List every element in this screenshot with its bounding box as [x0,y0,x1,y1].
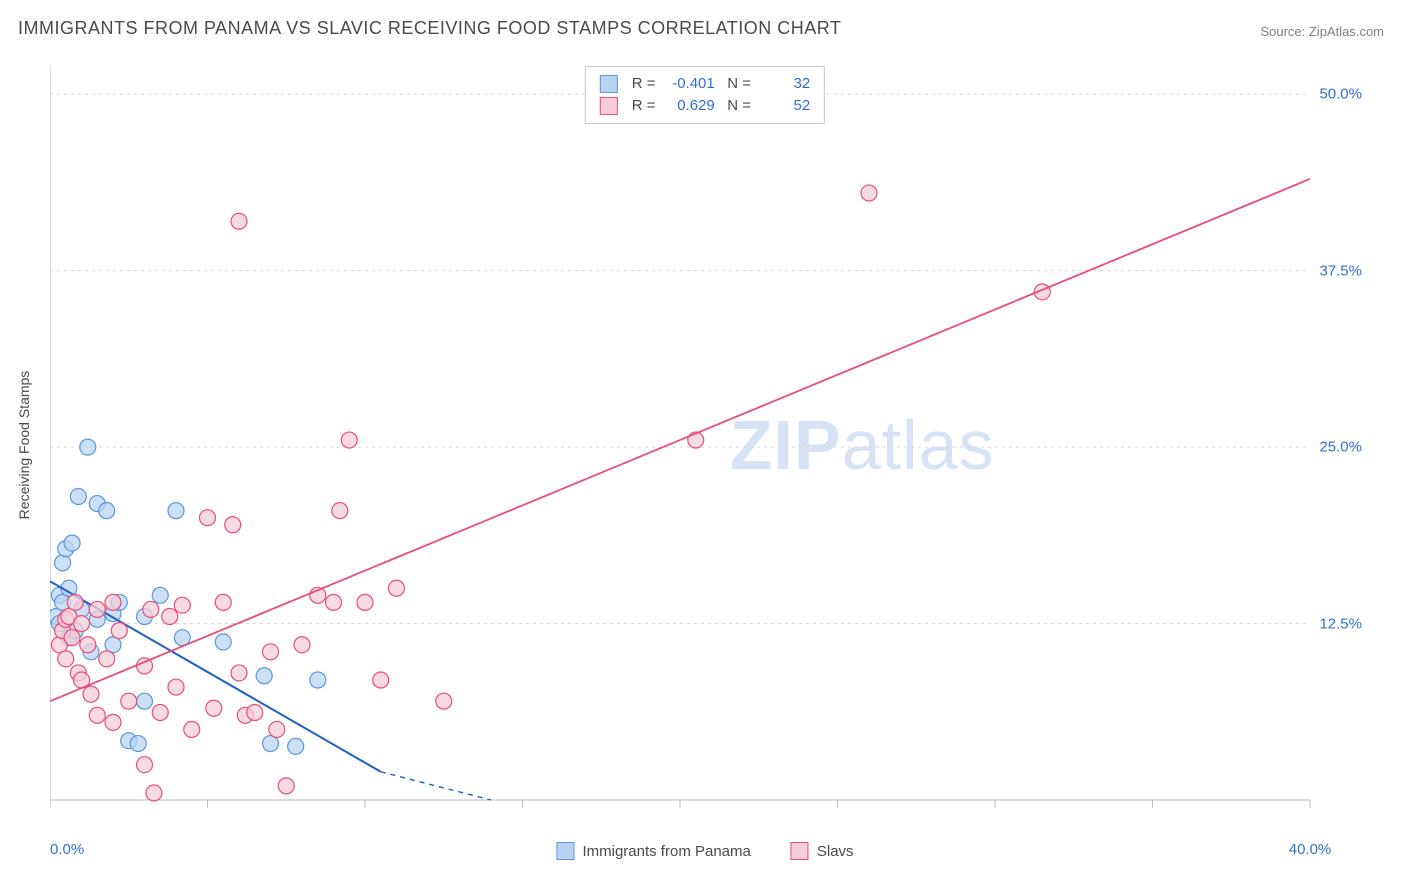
legend-swatch [600,97,618,115]
chart-area: Receiving Food Stamps ZIPatlas R = -0.40… [50,60,1360,830]
legend-row: R = 0.629 N = 52 [600,95,810,117]
legend-row: R = -0.401 N = 32 [600,73,810,95]
y-tick-label: 25.0% [1319,439,1362,456]
legend-swatch [600,75,618,93]
y-axis-label: Receiving Food Stamps [16,371,32,520]
legend-stats: R = 0.629 N = 52 [632,95,810,117]
y-tick-label: 37.5% [1319,262,1362,279]
chart-title: IMMIGRANTS FROM PANAMA VS SLAVIC RECEIVI… [18,18,841,39]
scatter-plot [50,60,1360,830]
legend-swatch [556,842,574,860]
x-tick-label: 40.0% [1289,841,1332,858]
legend-stats: R = -0.401 N = 32 [632,73,810,95]
y-tick-label: 0.0% [50,841,84,858]
legend-item: Slavs [791,842,854,860]
legend-swatch [791,842,809,860]
source-attribution: Source: ZipAtlas.com [1260,24,1384,39]
y-tick-label: 12.5% [1319,615,1362,632]
legend-label: Slavs [817,843,854,860]
y-tick-label: 50.0% [1319,86,1362,103]
correlation-legend: R = -0.401 N = 32R = 0.629 N = 52 [585,66,825,124]
legend-item: Immigrants from Panama [556,842,750,860]
legend-label: Immigrants from Panama [582,843,750,860]
series-legend: Immigrants from Panama Slavs [556,842,853,860]
